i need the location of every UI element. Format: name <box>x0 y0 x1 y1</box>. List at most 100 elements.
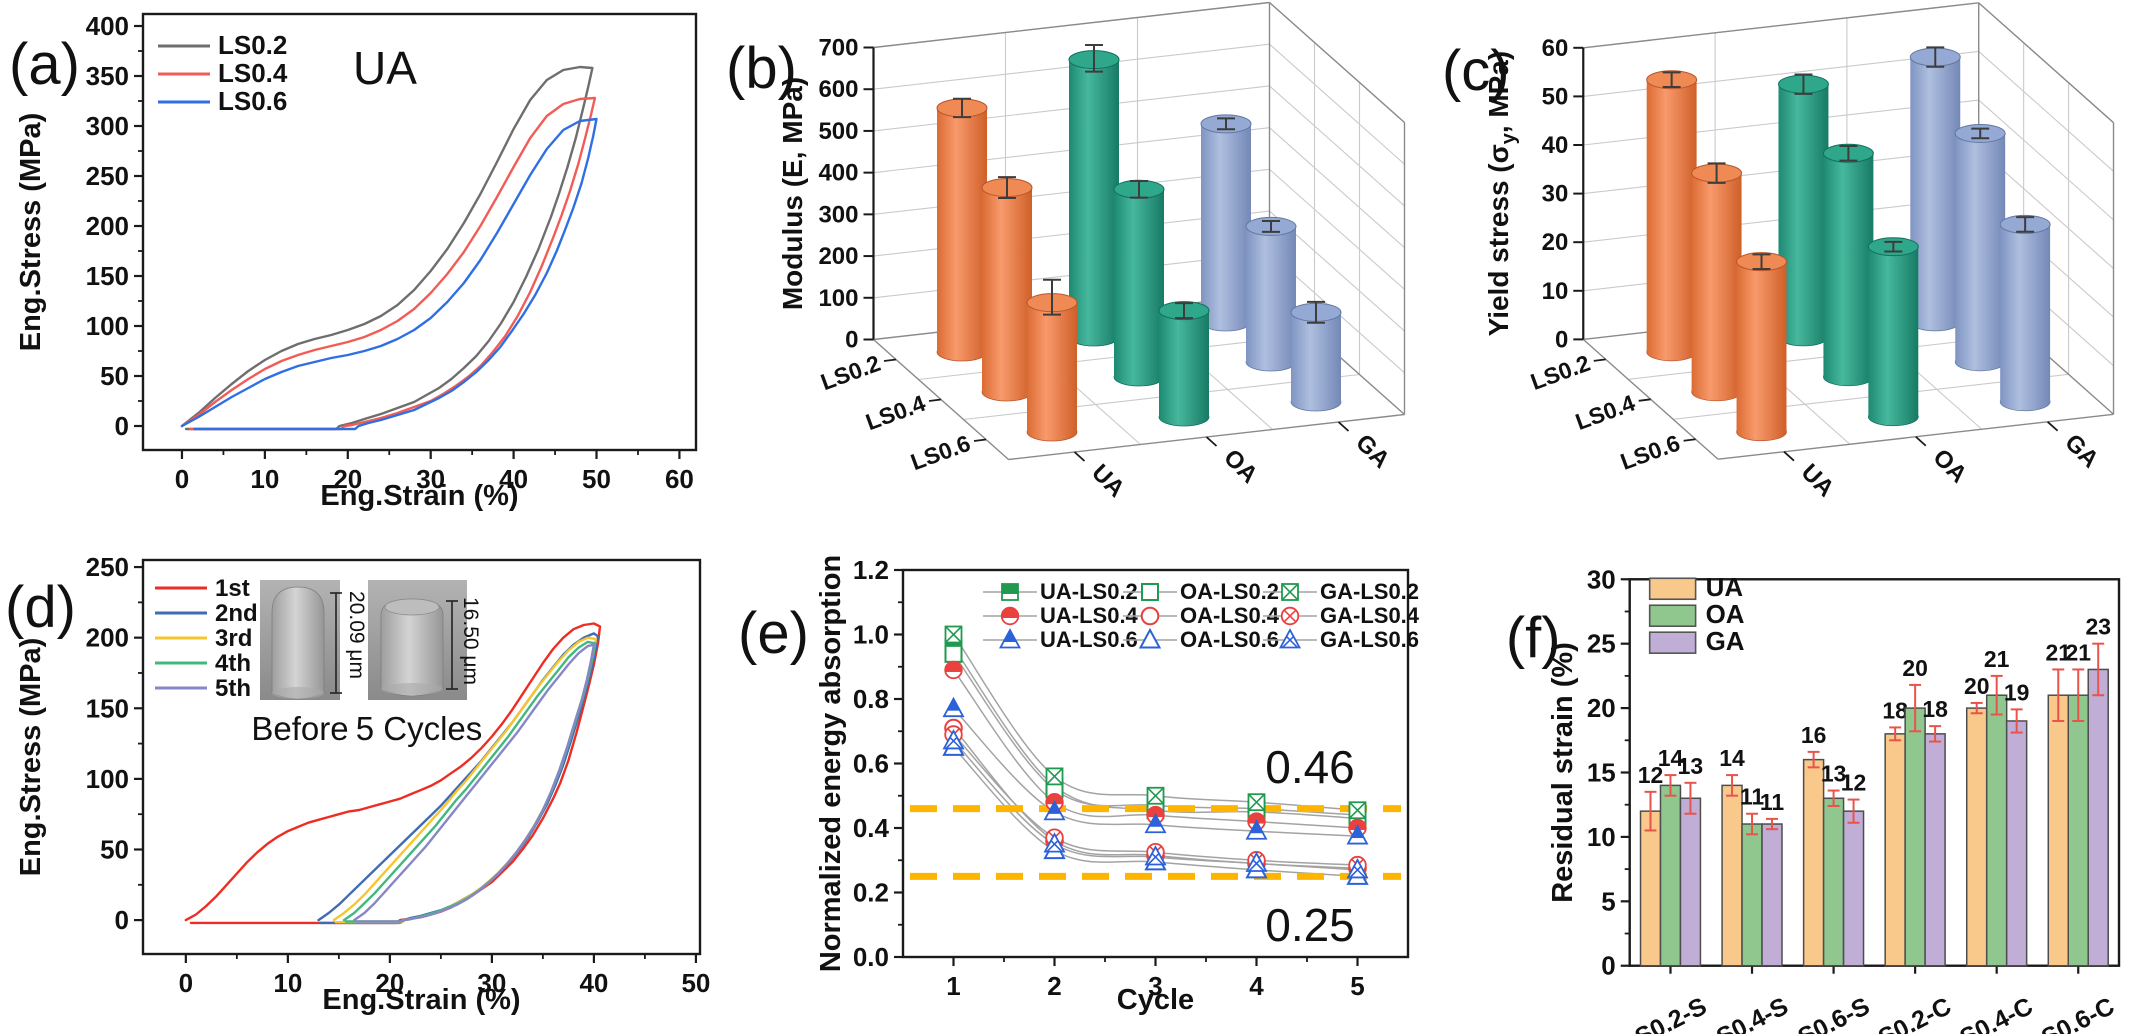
y-tick-label: 200 <box>86 623 129 653</box>
legend-label-4th: 4th <box>215 650 251 677</box>
z-tick-label: 100 <box>818 285 858 312</box>
tspan: y <box>1498 133 1520 144</box>
bar-LS0.4-S-OA <box>1741 823 1763 967</box>
x-axis-title: Eng.Strain (%) <box>322 984 520 1016</box>
wall-gridline <box>1269 127 1405 249</box>
bar-OA-LS0.2 <box>1069 59 1119 337</box>
bar-OA-LS0.6 <box>1868 246 1919 417</box>
y-tick-label: 250 <box>86 552 129 582</box>
x-tick-label: 30 <box>477 968 506 998</box>
marker-half-mask <box>945 671 962 679</box>
bar-LS0.6-C-GA <box>2087 668 2109 967</box>
bar-OA-LS0.4 <box>1114 189 1164 377</box>
value-label: 11 <box>1740 784 1764 810</box>
bar-UA-LS0.6 <box>1027 302 1077 432</box>
legend-label-OA-LS0.6: OA-LS0.6 <box>1180 627 1279 652</box>
annotation-025: 0.25 <box>1265 899 1355 951</box>
y-tick-label: 30 <box>1587 564 1616 594</box>
row-label-LS0.4: LS0.4 <box>1572 389 1639 434</box>
col-tick <box>1783 451 1795 462</box>
row-tick <box>1683 438 1696 442</box>
axes: 0 10 20 30 40 50 0 50 100 150 200 250 Eng.Strain (%)… <box>15 552 710 1016</box>
marker <box>1144 845 1167 866</box>
category-label-LS0.4-S: LS0.4-S <box>1698 992 1792 1034</box>
marker <box>944 644 963 663</box>
chart-d-five-cycle-stress-strain: 0 10 20 30 40 50 0 50 100 150 200 250 Eng.Strain (%)… <box>5 552 710 1016</box>
col-tick <box>2047 421 2059 432</box>
row-tick <box>1638 398 1651 402</box>
z-tick-label: 60 <box>1542 35 1569 62</box>
x-tick-label: 0 <box>175 464 189 494</box>
x-tick-label: 2 <box>1047 971 1061 1001</box>
value-label: 18 <box>1922 696 1948 722</box>
chart-title: UA <box>353 42 417 94</box>
frame-edge <box>1583 2 1979 49</box>
y-tick-label: 1.2 <box>853 555 889 585</box>
tspan: Yield stress (σ <box>1483 144 1514 336</box>
wall-gridline <box>1269 85 1405 207</box>
series-LS0.4 <box>180 96 597 431</box>
z-tick-label: 400 <box>818 160 858 187</box>
marker-cross <box>1147 787 1164 804</box>
chart-b-modulus-3d-bars: 0 100 200 300 400 500 600 700 Modulus (E, MPa) LS… <box>726 1 1406 503</box>
value-label: 12 <box>1638 762 1664 788</box>
marker <box>942 729 965 750</box>
bar-GA-LS0.2 <box>1201 123 1251 322</box>
panel-f: 0 5 10 15 20 25 30 Residual strain (%) LS0.2-S LS… <box>1420 517 2129 1034</box>
frame-edge <box>1718 413 2114 460</box>
x-tick-label: 30 <box>416 464 445 494</box>
pillar-base-shadow <box>272 687 324 699</box>
value-label: 13 <box>1821 761 1847 787</box>
z-tick-label: 20 <box>1542 229 1569 256</box>
panel-b: 0 100 200 300 400 500 600 700 Modulus (E, MPa) LS… <box>710 0 1420 517</box>
y-tick-label: 1.0 <box>853 620 889 650</box>
y-tick-label: 15 <box>1587 757 1616 787</box>
value-label: 14 <box>1719 745 1745 771</box>
y-tick-label: 400 <box>86 11 129 41</box>
bar-LS0.6-C-OA <box>2067 694 2089 967</box>
y-axis-title: Residual strain (%) <box>1547 642 1579 903</box>
col-label-OA: OA <box>1218 444 1263 489</box>
row-label-LS0.6: LS0.6 <box>907 430 974 475</box>
x-tick-label: 20 <box>375 968 404 998</box>
x-tick-label: 40 <box>579 968 608 998</box>
x-tick-label: 1 <box>946 971 960 1001</box>
bar-OA-LS0.2 <box>1778 84 1829 337</box>
marker <box>1140 606 1160 626</box>
reference-lines <box>910 805 1401 880</box>
annotation-046: 0.46 <box>1265 741 1355 793</box>
legend-label-LS0.6: LS0.6 <box>218 86 287 116</box>
z-tick-label: 10 <box>1542 278 1569 305</box>
value-label: 20 <box>1964 673 1990 699</box>
y-tick-label: 200 <box>86 211 129 241</box>
legend-label-GA-LS0.2: GA-LS0.2 <box>1320 579 1419 604</box>
value-label: 19 <box>2004 679 2030 705</box>
legend-label-UA-LS0.2: UA-LS0.2 <box>1040 579 1138 604</box>
bar-UA-LS0.6 <box>1736 261 1787 432</box>
marker-outline <box>1000 606 1020 626</box>
marker-outline <box>942 696 965 718</box>
col-label-UA: UA <box>1796 459 1840 503</box>
x-tick-label: 60 <box>665 464 694 494</box>
legend-label-UA-LS0.6: UA-LS0.6 <box>1040 627 1138 652</box>
x-tick-label: 0 <box>179 968 193 998</box>
plot-frame <box>141 558 702 956</box>
series-LS0.2 <box>180 65 594 431</box>
bar-LS0.4-S-GA <box>1761 823 1783 967</box>
bar-LS0.4-C-UA <box>1965 707 1988 967</box>
series-group <box>184 622 602 925</box>
marker-half-mask <box>1002 594 1018 600</box>
legend-label-LS0.4: LS0.4 <box>218 58 288 88</box>
row-tick <box>883 358 897 362</box>
x-tick-label: 40 <box>499 464 528 494</box>
row-label-LS0.6: LS0.6 <box>1617 429 1683 474</box>
value-label: 13 <box>1678 753 1704 779</box>
value-label: 11 <box>1760 789 1784 815</box>
marker-cross <box>1282 584 1298 600</box>
bar-LS0.6-S-UA <box>1802 758 1825 967</box>
y-tick-label: 0.8 <box>853 684 889 714</box>
marker-half-mask <box>1001 618 1019 625</box>
col-tick <box>1337 421 1350 432</box>
